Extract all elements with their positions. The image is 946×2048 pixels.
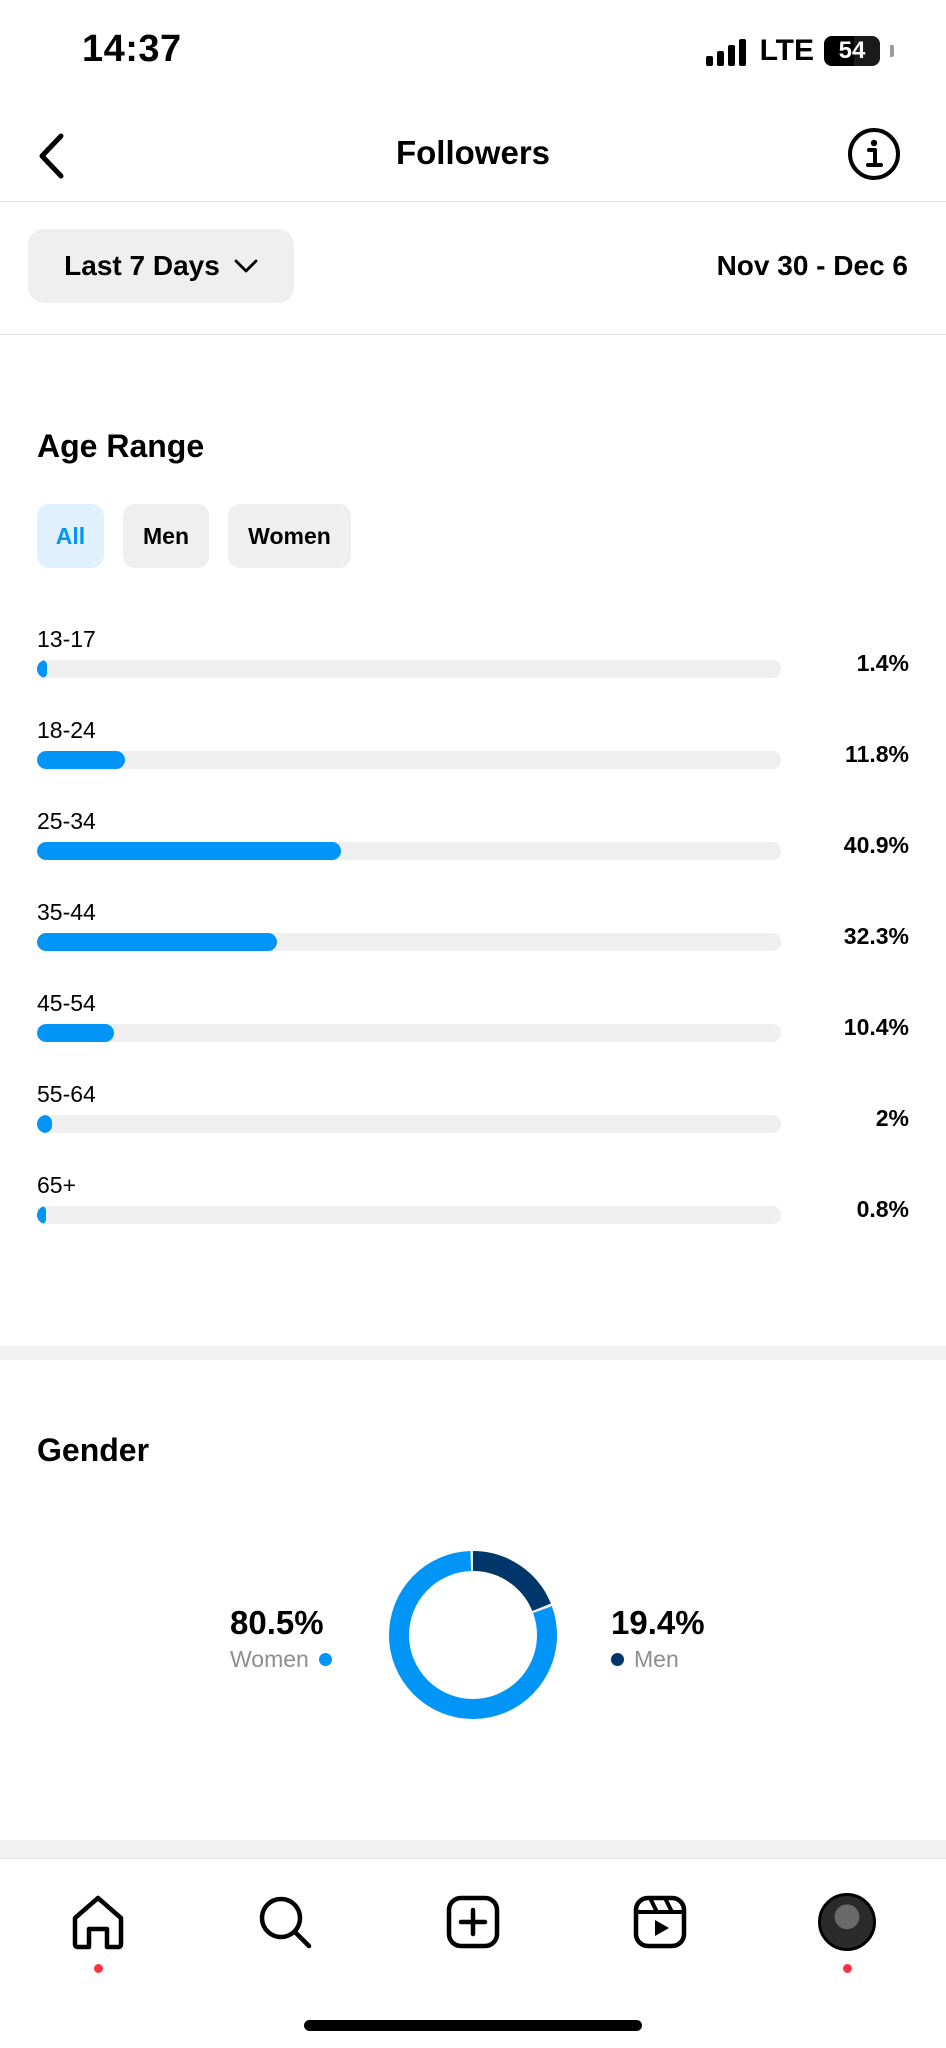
- age-bar-fill: [37, 660, 48, 678]
- battery-cap: [890, 45, 894, 57]
- status-indicators: LTE 54: [705, 34, 894, 68]
- home-indicator: [304, 2020, 642, 2031]
- age-row: 25-34 40.9%: [37, 808, 909, 878]
- age-row: 65+ 0.8%: [37, 1172, 909, 1242]
- gender-donut-chart: [389, 1551, 557, 1719]
- age-bar-fill: [37, 933, 278, 951]
- tab-home[interactable]: [63, 1887, 133, 1957]
- age-row: 45-54 10.4%: [37, 990, 909, 1060]
- age-value: 2%: [875, 1105, 909, 1131]
- chevron-down-icon: [234, 259, 258, 273]
- age-value: 40.9%: [843, 832, 909, 858]
- men-label: Men: [634, 1646, 679, 1672]
- women-label: Women: [230, 1646, 309, 1672]
- date-range-dropdown[interactable]: Last 7 Days: [28, 229, 294, 303]
- info-icon: [848, 128, 900, 180]
- home-notification-dot: [94, 1964, 103, 1973]
- nav-header: Followers: [0, 110, 946, 202]
- women-percent: 80.5%: [230, 1604, 324, 1641]
- section-divider: [0, 1346, 946, 1360]
- age-label: 18-24: [37, 717, 96, 743]
- page-title: Followers: [395, 134, 551, 171]
- tab-reels[interactable]: [625, 1887, 695, 1957]
- men-dot-icon: [611, 1653, 624, 1666]
- age-bar-fill: [37, 1206, 46, 1224]
- home-icon: [72, 1895, 124, 1950]
- battery-icon: 54: [824, 36, 880, 66]
- section-divider: [0, 1840, 946, 1858]
- men-legend: Men: [611, 1646, 705, 1673]
- tab-create[interactable]: [438, 1887, 508, 1957]
- profile-notification-dot: [843, 1964, 852, 1973]
- segment-women[interactable]: Women: [228, 504, 351, 568]
- donut-segment-men: [389, 1551, 557, 1719]
- bottom-tab-bar: [0, 1858, 946, 2048]
- info-button[interactable]: [842, 122, 906, 186]
- reels-icon: [633, 1895, 687, 1949]
- age-row: 13-17 1.4%: [37, 626, 909, 696]
- age-value: 11.8%: [845, 741, 909, 767]
- battery-level: 54: [838, 37, 866, 64]
- network-label: LTE: [759, 34, 814, 67]
- create-icon: [446, 1895, 500, 1949]
- profile-avatar: [818, 1893, 876, 1951]
- age-bar-track: [37, 842, 781, 860]
- men-percent: 19.4%: [611, 1604, 705, 1641]
- women-stat: 80.5% Women: [230, 1604, 332, 1673]
- age-row: 35-44 32.3%: [37, 899, 909, 969]
- age-bar-fill: [37, 842, 342, 860]
- tab-search[interactable]: [250, 1887, 320, 1957]
- age-row: 55-64 2%: [37, 1081, 909, 1151]
- date-filter-row: Last 7 Days Nov 30 - Dec 6: [0, 202, 946, 335]
- age-label: 65+: [37, 1172, 77, 1198]
- age-label: 45-54: [37, 990, 96, 1016]
- age-range-title: Age Range: [37, 428, 205, 464]
- age-bar-track: [37, 1115, 781, 1133]
- tab-profile[interactable]: [812, 1887, 882, 1957]
- signal-icon: [705, 36, 746, 66]
- status-time: 14:37: [82, 28, 182, 70]
- age-bar-track: [37, 933, 781, 951]
- age-value: 32.3%: [843, 923, 909, 949]
- date-range-text: Nov 30 - Dec 6: [716, 250, 908, 281]
- age-bar-track: [37, 660, 781, 678]
- gender-title: Gender: [37, 1432, 150, 1468]
- age-bar-track: [37, 751, 781, 769]
- age-value: 1.4%: [856, 650, 909, 676]
- back-chevron-icon: [39, 133, 64, 179]
- age-value: 0.8%: [856, 1196, 909, 1222]
- age-bar-fill: [37, 1115, 52, 1133]
- men-stat: 19.4% Men: [611, 1604, 705, 1673]
- donut-segment-women: [389, 1551, 557, 1719]
- age-bar-fill: [37, 751, 125, 769]
- age-label: 25-34: [37, 808, 96, 834]
- age-label: 35-44: [37, 899, 96, 925]
- age-label: 13-17: [37, 626, 96, 652]
- date-range-label: Last 7 Days: [64, 250, 220, 281]
- status-bar: 14:37 LTE 54: [0, 0, 946, 100]
- age-row: 18-24 11.8%: [37, 717, 909, 787]
- age-label: 55-64: [37, 1081, 96, 1107]
- age-bar-track: [37, 1024, 781, 1042]
- women-legend: Women: [230, 1646, 332, 1673]
- segment-all[interactable]: All: [37, 504, 104, 568]
- age-bar-fill: [37, 1024, 115, 1042]
- age-bar-track: [37, 1206, 781, 1224]
- segment-men[interactable]: Men: [123, 504, 209, 568]
- women-dot-icon: [318, 1653, 332, 1666]
- search-icon: [259, 1896, 312, 1949]
- back-button[interactable]: [22, 126, 82, 186]
- age-value: 10.4%: [843, 1014, 909, 1040]
